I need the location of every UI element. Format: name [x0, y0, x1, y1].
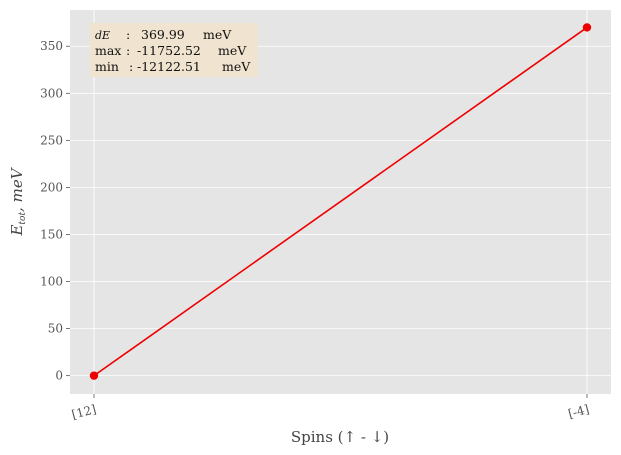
data-point: [582, 23, 592, 32]
annotation-line-max: max : -11752.52 meV: [95, 43, 247, 58]
y-tick-label: 200: [40, 180, 63, 194]
y-axis-ticks: 0 50 100 150 200 250 300 350: [40, 39, 70, 383]
annotation-de-value: 369.99: [141, 27, 185, 42]
y-axis-label-unit: , meV: [8, 166, 26, 212]
y-tick-label: 300: [40, 86, 63, 100]
annotation-de-sep: :: [126, 27, 130, 42]
annotation-min-label: min: [95, 59, 119, 74]
series-line: [93, 26, 588, 377]
data-point: [89, 371, 99, 380]
y-tick-label: 150: [40, 227, 63, 241]
annotation-box: [90, 23, 258, 77]
y-tick-label: 50: [48, 322, 63, 336]
annotation-line-de: dE : 369.99 meV: [95, 27, 232, 42]
y-tick-label: 100: [40, 275, 63, 289]
annotation-min-sep: :: [129, 59, 133, 74]
annotation-de-unit: meV: [203, 27, 232, 42]
x-axis-label: Spins (↑ - ↓): [291, 428, 389, 446]
y-axis-label-main: E: [8, 225, 26, 237]
x-tick-label: [-4]: [567, 402, 591, 421]
annotation-de-label: dE: [95, 29, 110, 42]
annotation-max-label: max: [95, 43, 121, 58]
y-tick-label: 350: [40, 39, 63, 53]
y-axis-label: Etot, meV: [8, 166, 28, 236]
series-layer: [89, 23, 592, 380]
annotation-max-value: -11752.52: [137, 43, 201, 58]
annotation-min-unit: meV: [222, 59, 251, 74]
y-tick-label: 250: [40, 133, 63, 147]
annotation-min-value: -12122.51: [137, 59, 201, 74]
annotation-line-min: min : -12122.51 meV: [95, 59, 251, 74]
x-tick-label: [12]: [70, 402, 97, 422]
annotation-max-unit: meV: [218, 43, 247, 58]
x-axis-ticks: [12] [-4]: [70, 394, 591, 422]
y-axis-label-sub: tot: [18, 212, 28, 225]
y-tick-label: 0: [55, 369, 63, 383]
stats-annotation: dE : 369.99 meV max : -11752.52 meV min …: [90, 23, 258, 77]
annotation-max-sep: :: [126, 43, 130, 58]
